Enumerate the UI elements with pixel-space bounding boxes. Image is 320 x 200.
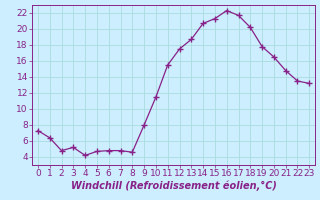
X-axis label: Windchill (Refroidissement éolien,°C): Windchill (Refroidissement éolien,°C) bbox=[71, 181, 276, 191]
